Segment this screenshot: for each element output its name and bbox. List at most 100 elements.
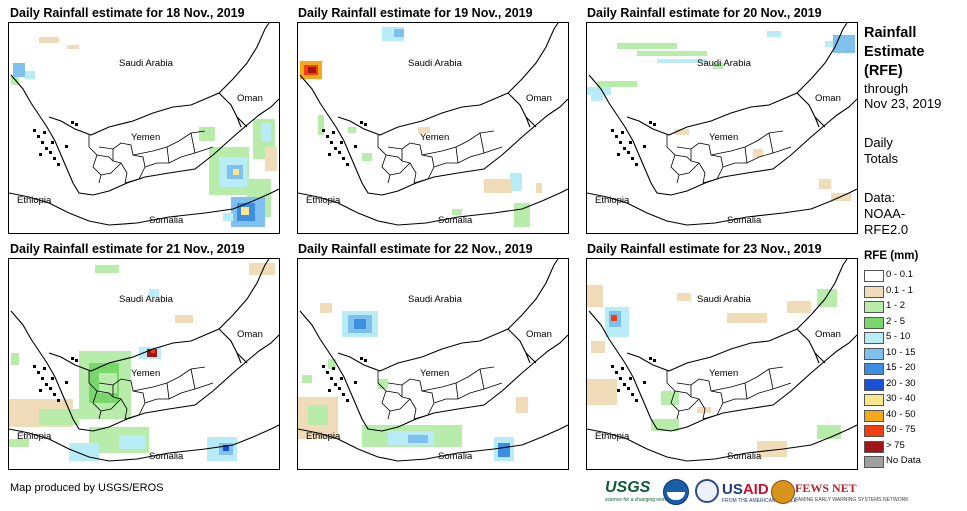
- rainfall-cell: [657, 59, 707, 63]
- governorate-boundary: [666, 135, 680, 184]
- islands-layer: [33, 121, 78, 166]
- saudi-border: [626, 259, 848, 372]
- rainfall-cell: [591, 95, 603, 101]
- governorate-boundary: [144, 146, 214, 168]
- map-canvas: Saudi Arabia Oman Yemen Ethiopia Somalia: [298, 259, 568, 462]
- island: [37, 371, 40, 374]
- island: [45, 383, 48, 386]
- rainfall-cell: [11, 77, 19, 85]
- data-label: Data:: [864, 190, 896, 205]
- legend-label: 20 - 30: [886, 377, 916, 389]
- date-range-note: through Nov 23, 2019: [864, 81, 941, 111]
- usaid-tagline: FROM THE AMERICAN PEOPLE: [722, 498, 797, 504]
- rainfall-cell: [591, 341, 605, 353]
- rainfall-cell: [587, 285, 603, 307]
- oman-border: [814, 116, 826, 128]
- island: [643, 145, 646, 148]
- title-line: Rainfall: [864, 25, 917, 41]
- governorate-boundary: [124, 166, 146, 184]
- island: [619, 377, 622, 380]
- governorate-boundary: [377, 135, 391, 184]
- legend-swatch: [864, 301, 884, 313]
- rainfall-cell: [99, 373, 117, 393]
- governorate-boundary: [132, 366, 206, 392]
- legend-label: 1 - 2: [886, 300, 906, 311]
- island: [43, 131, 46, 134]
- country-label-saudi: Saudi Arabia: [408, 58, 463, 69]
- saudi-border: [337, 259, 559, 372]
- island: [338, 387, 341, 390]
- islands-layer: [611, 121, 656, 166]
- governorate-boundary: [702, 166, 724, 184]
- country-label-somalia: Somalia: [149, 451, 184, 462]
- data-source-line: RFE2.0: [864, 222, 909, 237]
- rainfall-cell: [308, 405, 328, 425]
- rainfall-map-22-nov: Saudi Arabia Oman Yemen Ethiopia Somalia: [297, 258, 569, 470]
- country-label-saudi: Saudi Arabia: [697, 58, 752, 69]
- island: [364, 123, 367, 126]
- country-label-oman: Oman: [815, 329, 841, 340]
- governorate-boundary: [676, 142, 724, 168]
- country-label-saudi: Saudi Arabia: [119, 294, 174, 305]
- island: [653, 359, 656, 362]
- island: [326, 135, 329, 138]
- island: [629, 377, 632, 380]
- data-source-line: NOAA-: [864, 206, 906, 221]
- saudi-border: [626, 23, 848, 136]
- island: [330, 377, 333, 380]
- boundaries-layer: [298, 23, 568, 226]
- governorate-boundary: [710, 130, 784, 156]
- governorate-boundary: [421, 366, 495, 392]
- island: [65, 145, 68, 148]
- island: [340, 141, 343, 144]
- governorate-boundary: [678, 162, 700, 176]
- legend-swatch: [864, 347, 884, 360]
- islands-layer: [33, 357, 78, 402]
- rainfall-cell: [348, 127, 356, 133]
- totals-text: Totals: [864, 151, 898, 166]
- country-label-ethiopia: Ethiopia: [595, 431, 630, 442]
- map-canvas: Saudi Arabia Oman Yemen Ethiopia Somalia: [9, 23, 279, 227]
- rainfall-cell: [611, 315, 617, 321]
- island: [71, 357, 74, 360]
- island: [322, 365, 325, 368]
- rainfall-cell: [817, 425, 841, 439]
- rainfall-cell: [757, 441, 787, 457]
- legend-swatch: [864, 270, 884, 282]
- rainfall-cell: [223, 213, 233, 221]
- rainfall-cell: [151, 349, 155, 353]
- rainfall-cell: [418, 127, 430, 133]
- governorate-boundary: [768, 132, 774, 154]
- governorate-boundary: [676, 378, 724, 404]
- legend-main-title: Rainfall Estimate (RFE): [864, 24, 924, 81]
- oman-border: [525, 352, 537, 364]
- usaid-logo-us: US: [722, 481, 743, 498]
- island: [649, 121, 652, 124]
- title-line: Estimate: [864, 44, 925, 60]
- somalia-coastline: [587, 188, 857, 226]
- island: [615, 371, 618, 374]
- legend-label: > 75: [886, 439, 905, 451]
- rainfall-cell: [675, 129, 689, 135]
- map-canvas: Saudi Arabia Oman Yemen Ethiopia Somalia: [9, 259, 279, 462]
- rainfall-cell: [452, 209, 462, 215]
- country-label-yemen: Yemen: [709, 132, 738, 143]
- fews-net-emblem-icon: [771, 480, 795, 504]
- rainfall-cell: [378, 379, 388, 389]
- rainfall-cell: [677, 293, 691, 301]
- rainfall-cell: [767, 31, 781, 37]
- island: [611, 365, 614, 368]
- legend-label: No Data: [886, 455, 921, 466]
- island: [49, 387, 52, 390]
- island: [33, 365, 36, 368]
- legend-label: 5 - 10: [886, 331, 911, 342]
- data-source-note: Data: NOAA- RFE2.0: [864, 190, 908, 238]
- country-label-somalia: Somalia: [438, 451, 473, 462]
- governorate-boundary: [166, 146, 170, 164]
- island: [643, 381, 646, 384]
- rainfall-cell: [25, 71, 35, 79]
- governorate-boundary: [710, 366, 784, 392]
- panel-title-21-nov: Daily Rainfall estimate for 21 Nov., 201…: [10, 242, 245, 256]
- rainfall-cell: [597, 81, 637, 87]
- legend-label: 10 - 15: [886, 346, 916, 358]
